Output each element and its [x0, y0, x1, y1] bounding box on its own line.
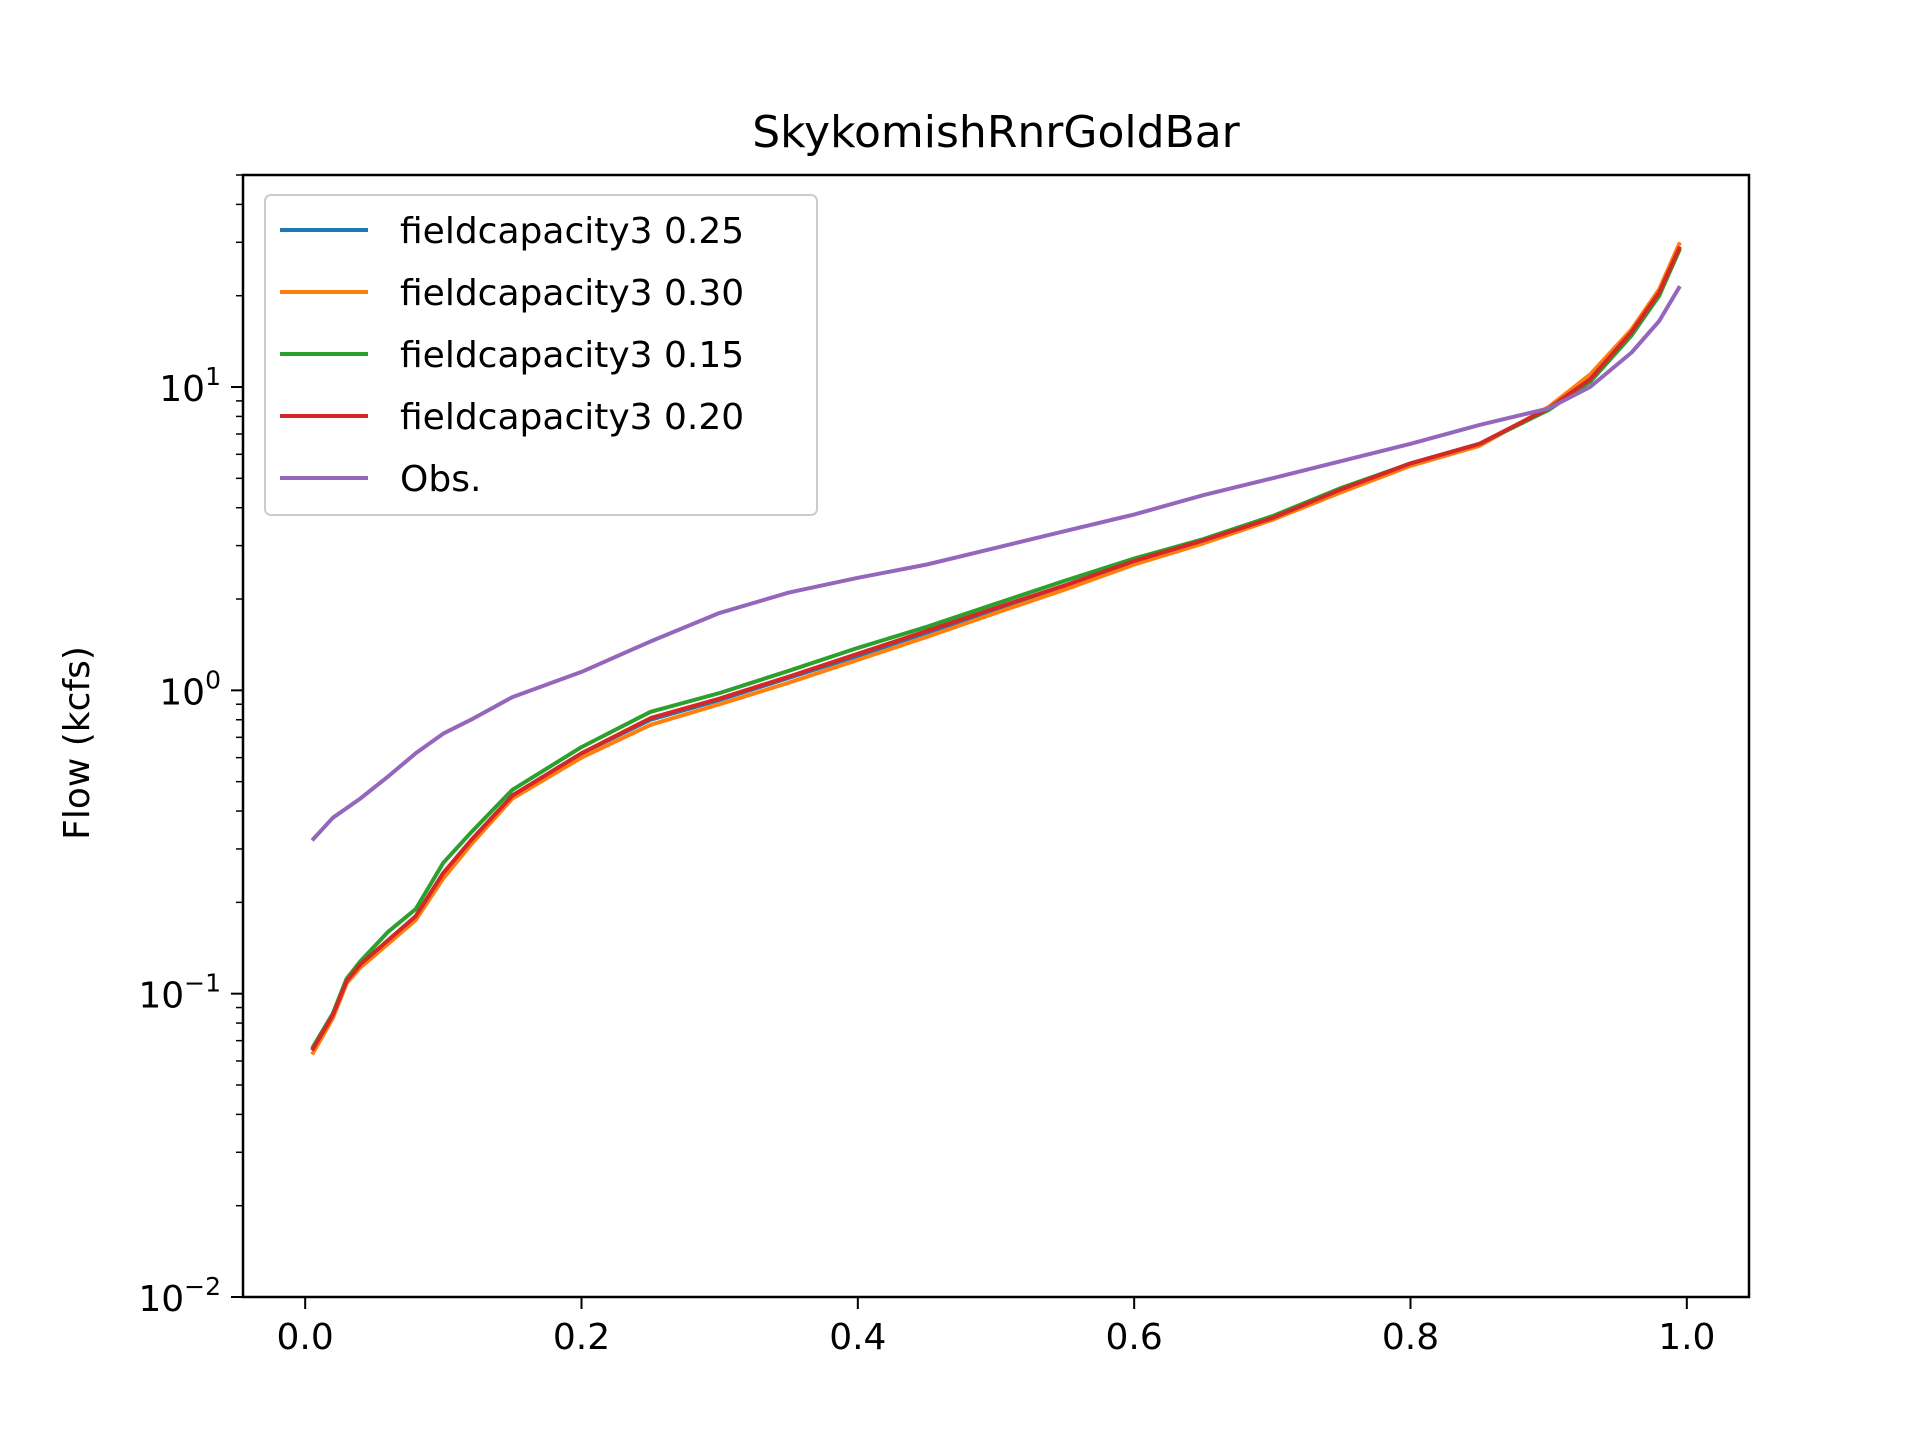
- y-axis-label-group: Flow (kcfs): [57, 646, 98, 840]
- x-tick-label: 0.4: [829, 1317, 886, 1358]
- legend-label: fieldcapacity3 0.15: [400, 335, 744, 376]
- x-tick-label: 0.8: [1382, 1317, 1439, 1358]
- plot-frame: [241, 173, 1751, 1299]
- legend-label: fieldcapacity3 0.30: [400, 273, 744, 314]
- y-axis-label: Flow (kcfs): [57, 646, 98, 840]
- y-tick-label: 10−1: [138, 969, 221, 1017]
- series-line-5: [310, 285, 1682, 842]
- y-tick-label: 100: [159, 665, 221, 713]
- chart-title: SkykomishRnrGoldBar: [752, 107, 1240, 158]
- legend-label: fieldcapacity3 0.20: [400, 397, 744, 438]
- legend-label: Obs.: [400, 459, 481, 500]
- series-line-4: [310, 245, 1682, 1052]
- legend-label: fieldcapacity3 0.25: [400, 211, 744, 252]
- x-tick-label: 0.0: [277, 1317, 334, 1358]
- plot-area: 0.0 0.2 0.4 0.6 0.8 1.0 10−2 10−1 100 101 fieldcap…: [138, 173, 1751, 1358]
- y-tick-label: 101: [159, 362, 221, 410]
- y-tick-label: 10−2: [138, 1272, 221, 1320]
- x-tick-label: 1.0: [1658, 1317, 1715, 1358]
- x-tick-label: 0.6: [1106, 1317, 1163, 1358]
- legend-box: [264, 194, 818, 516]
- x-tick-label: 0.2: [553, 1317, 610, 1358]
